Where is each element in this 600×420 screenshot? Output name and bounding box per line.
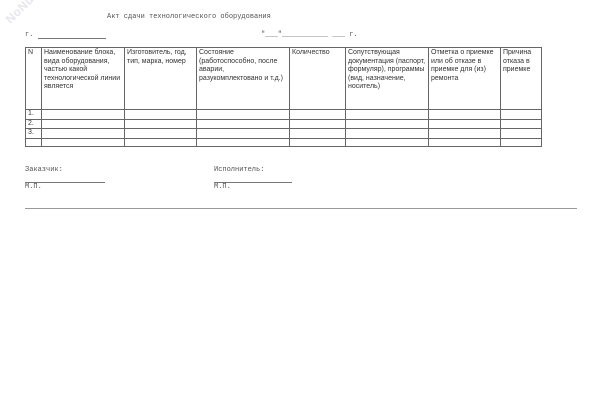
table-row (25, 137, 542, 147)
header-cell: N (25, 47, 42, 110)
customer-label: Заказчик: (25, 166, 63, 174)
equipment-table: N Наименование блока, вида оборудования,… (25, 47, 542, 147)
header-cell: Изготовитель, год, тип, марка, номер (124, 47, 197, 110)
customer-stamp: М.П. (25, 183, 42, 191)
divider (25, 208, 577, 209)
table-row: 2. (25, 118, 542, 129)
city-line (38, 38, 106, 39)
row-number: 2. (25, 118, 42, 129)
contractor-stamp: М.П. (214, 183, 231, 191)
date-line: "___"___________ ___ г. (261, 31, 358, 39)
customer-signature-line (25, 182, 105, 183)
row-number (25, 137, 42, 147)
contractor-label: Исполнитель: (214, 166, 265, 174)
header-cell: Наименование блока, вида оборудования, ч… (41, 47, 125, 110)
header-cell: Сопутствующая документация (паспорт, фор… (345, 47, 429, 110)
table-header-row: N Наименование блока, вида оборудования,… (25, 47, 542, 110)
row-number: 3. (25, 128, 42, 139)
city-label: г. (25, 31, 34, 39)
header-cell: Состояние (работоспособно, после аварии,… (196, 47, 290, 110)
row-number: 1. (25, 109, 42, 120)
header-cell: Отметка о приемке или об отказе в приемк… (428, 47, 501, 110)
header-cell: Причина отказа в приемке (500, 47, 542, 110)
document-title: Акт сдачи технологического оборудования (107, 13, 271, 21)
header-cell: Количество (289, 47, 346, 110)
table-row: 1. (25, 109, 542, 120)
table-row: 3. (25, 128, 542, 139)
watermark: NoNumber.ru (3, 0, 71, 26)
contractor-signature-line (214, 182, 292, 183)
